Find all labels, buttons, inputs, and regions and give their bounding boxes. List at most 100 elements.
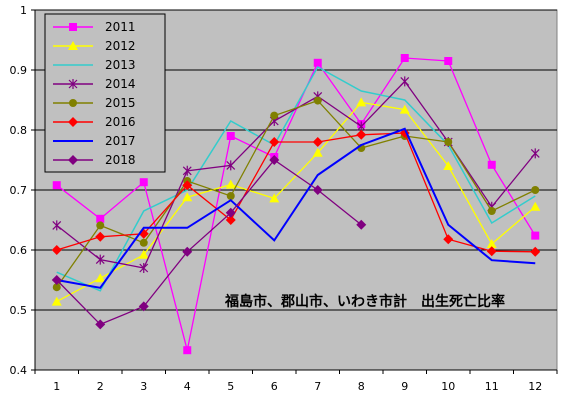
series-2018-point <box>225 207 236 218</box>
x-tick-label: 1 <box>53 380 60 393</box>
legend-box <box>44 13 166 173</box>
series-2015-point <box>270 111 279 120</box>
legend-item: 2012 <box>53 39 136 53</box>
series-2016-point <box>530 246 541 257</box>
series-2012-point <box>399 104 410 114</box>
series-2016-point <box>95 231 106 242</box>
series-2011-point <box>139 178 148 187</box>
series-2012-point <box>530 201 541 211</box>
series-2015-point <box>313 96 322 105</box>
series-2018-point <box>138 301 149 312</box>
series-2016-point <box>225 215 236 225</box>
series-2014-point <box>139 263 149 273</box>
series-2011-point <box>52 181 61 190</box>
y-tick-label: 0.9 <box>10 64 28 77</box>
x-tick-label: 8 <box>358 380 365 393</box>
x-tick-label: 6 <box>271 380 278 393</box>
axes: 0.40.50.60.70.80.911 2 3 4 5 6 7 8 9 10 11 12 <box>10 4 558 393</box>
series-2012-point <box>269 193 280 203</box>
series-2014-point <box>356 121 366 132</box>
y-tick-label: 1 <box>20 4 27 17</box>
legend-point <box>69 23 77 31</box>
legend: 2011 2012 2013 2014 2015 2016 2017 2018 <box>44 13 166 173</box>
series-2018-point <box>51 275 62 285</box>
chart-title: 福島市、郡山市、いわき市計 出生死亡比率 <box>224 293 505 310</box>
series-2015-point <box>226 192 235 200</box>
series-2015-point <box>444 138 453 146</box>
x-tick-label: 4 <box>184 380 191 393</box>
series-2012-point <box>182 192 193 202</box>
series-2015-point <box>139 238 148 247</box>
legend-point <box>68 155 78 165</box>
legend-point <box>68 117 78 127</box>
legend-point <box>68 79 78 89</box>
legend-item: 2013 <box>53 58 136 72</box>
y-tick-label: 0.6 <box>10 244 28 257</box>
series-2012-point <box>443 161 454 170</box>
legend-item: 2011 <box>53 20 136 34</box>
series-2016-point <box>486 246 497 257</box>
legend-item: 2015 <box>53 96 136 110</box>
series-2014-point <box>530 148 540 159</box>
series-2011-point <box>531 231 540 240</box>
series-2016-point <box>356 129 367 140</box>
series-2018-line <box>56 159 362 326</box>
series-2011-point <box>487 160 496 169</box>
series-2016-line <box>56 132 536 253</box>
series-2014-point <box>95 254 105 265</box>
legend-point <box>68 41 78 50</box>
series-2018-point <box>356 219 367 230</box>
legend-label: 2013 <box>105 58 136 72</box>
x-tick-label: 3 <box>140 380 147 393</box>
series-2012-point <box>225 179 236 189</box>
series-2016-point <box>443 234 454 245</box>
series-2015-point <box>52 283 61 292</box>
series-2012-point <box>486 239 497 248</box>
series-2016-point <box>182 180 193 191</box>
y-tick-label: 0.8 <box>10 124 28 137</box>
legend-label: 2016 <box>105 115 136 129</box>
series-2011-point <box>226 132 235 140</box>
series-2011-point <box>183 346 192 355</box>
x-tick-label: 5 <box>227 380 234 393</box>
series-2013 <box>56 65 536 292</box>
x-tick-label: 7 <box>314 380 321 393</box>
legend-item: 2016 <box>53 115 136 129</box>
series-2012-point <box>95 273 106 283</box>
series-2012-point <box>312 147 323 157</box>
x-tick-label: 11 <box>485 380 499 393</box>
series-2015-point <box>531 186 540 194</box>
series-2011-point <box>96 214 105 223</box>
series-2018-point <box>269 155 280 165</box>
legend-label: 2018 <box>105 153 136 167</box>
series-2012-point <box>51 296 62 306</box>
y-tick-label: 0.4 <box>10 364 28 377</box>
series-2016-point <box>269 137 280 147</box>
series-2016-point <box>312 137 323 147</box>
series-2018-point <box>312 185 323 195</box>
series-2014-point <box>52 220 62 231</box>
series-2012-point <box>138 249 149 259</box>
legend-item: 2014 <box>53 77 136 91</box>
series-2018-point <box>182 246 193 257</box>
series-2015-point <box>96 221 105 230</box>
series-2014-point <box>182 165 192 176</box>
legend-label: 2017 <box>105 134 136 148</box>
x-tick-label: 2 <box>97 380 104 393</box>
legend-point <box>69 99 77 107</box>
series-2018-point <box>95 319 106 330</box>
series-2014-point <box>400 76 410 87</box>
legend-item: 2018 <box>53 153 136 167</box>
x-tick-label: 9 <box>401 380 408 393</box>
legend-label: 2015 <box>105 96 136 110</box>
legend-label: 2014 <box>105 77 136 91</box>
series-2017-line <box>56 127 536 289</box>
legend-label: 2012 <box>105 39 136 53</box>
series-2011-line <box>56 57 536 351</box>
series-2011-point <box>400 54 409 62</box>
series-2015-point <box>487 207 496 215</box>
x-tick-label: 12 <box>528 380 542 393</box>
y-tick-label: 0.5 <box>10 304 28 317</box>
legend-label: 2011 <box>105 20 136 34</box>
